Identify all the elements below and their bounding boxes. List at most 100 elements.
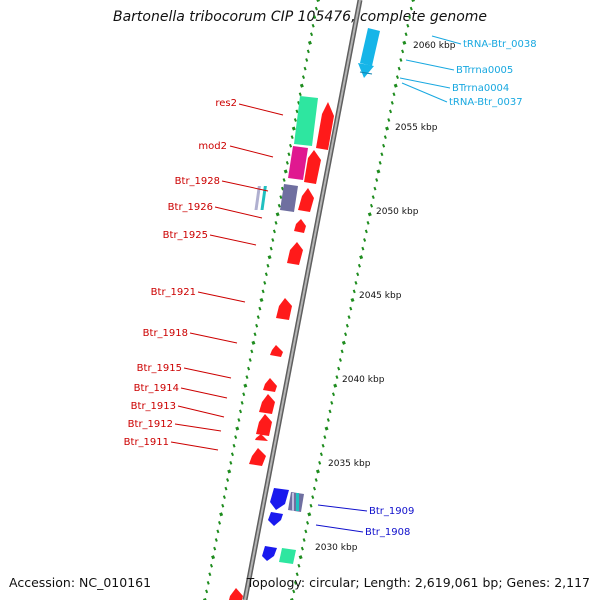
outer-tick <box>295 572 299 577</box>
inner-tick <box>306 49 310 54</box>
outer-tick-ring <box>290 0 415 600</box>
inner-tick <box>298 92 302 97</box>
outer-tick <box>380 152 384 157</box>
inner-tick <box>229 460 233 465</box>
outer-tick <box>319 452 323 457</box>
outer-tick <box>290 597 294 600</box>
btr1913-label: Btr_1913 <box>131 401 176 412</box>
outer-tick <box>399 58 403 62</box>
inner-tick <box>208 572 212 577</box>
inner-tick <box>209 563 213 568</box>
outer-tick <box>404 32 408 37</box>
btr1928-gene <box>254 184 314 212</box>
inner-tick <box>235 426 240 431</box>
outer-tick <box>382 143 386 148</box>
res2-label: res2 <box>215 98 237 109</box>
rrna5-leader <box>405 59 455 71</box>
btr1912-leader <box>174 423 222 432</box>
outer-tick <box>318 460 322 465</box>
mod2-gene <box>288 146 321 184</box>
inner-tick <box>310 32 314 37</box>
outer-tick <box>338 358 342 362</box>
outer-tick <box>330 400 334 405</box>
outer-tick <box>367 212 372 217</box>
btr1912-gene <box>256 414 272 436</box>
btr1926-leader <box>214 206 263 219</box>
outer-tick <box>356 272 360 277</box>
inner-tick <box>243 383 248 388</box>
outer-tick <box>387 118 391 122</box>
btr1918-label: Btr_1918 <box>143 328 188 339</box>
inner-tick <box>272 229 276 234</box>
outer-tick <box>369 203 374 208</box>
rrna5-label: BTrrna0005 <box>456 65 513 76</box>
btr1915-gene <box>263 378 277 392</box>
inner-tick <box>238 409 243 414</box>
mod2-leader <box>229 145 274 158</box>
outer-tick <box>300 546 304 551</box>
ruler-label: 2045 kbp <box>359 291 402 301</box>
btr1911-label: Btr_1911 <box>124 437 169 448</box>
btr1925-gene <box>287 242 303 265</box>
inner-tick <box>211 555 216 560</box>
ruler-label: 2050 kbp <box>376 207 419 217</box>
outer-tick <box>409 6 413 11</box>
inner-tick <box>206 580 210 585</box>
outer-tick <box>406 23 410 28</box>
outer-tick <box>345 323 349 328</box>
inner-tick <box>277 203 281 208</box>
outer-tick <box>363 238 367 242</box>
inner-tick <box>247 366 251 371</box>
btr1908-label: Btr_1908 <box>365 527 410 538</box>
btr1918-gene <box>270 345 283 357</box>
ruler-label: 2030 kbp <box>315 543 358 553</box>
inner-tick <box>290 135 294 140</box>
outer-tick <box>306 520 310 525</box>
inner-tick <box>314 6 318 11</box>
inner-tick <box>291 126 296 131</box>
outer-tick <box>352 289 356 294</box>
outer-tick <box>359 255 364 260</box>
inner-tick <box>227 469 232 474</box>
inner-tick <box>230 452 234 457</box>
trna38-leader <box>431 35 462 45</box>
inner-tick <box>301 75 305 80</box>
outer-tick <box>298 555 303 560</box>
outer-tick <box>292 589 296 594</box>
bottom-blue-gene <box>262 546 277 561</box>
inner-tick <box>266 263 270 268</box>
outer-tick <box>347 315 351 320</box>
outer-tick <box>340 349 344 354</box>
inner-tick <box>250 349 254 354</box>
btr1921-leader <box>197 291 246 303</box>
inner-tick <box>305 58 309 62</box>
outer-tick <box>375 178 379 182</box>
inner-tick <box>205 589 209 594</box>
rrna4-label: BTrrna0004 <box>452 83 509 94</box>
inner-tick <box>214 538 218 542</box>
outer-tick <box>350 297 355 303</box>
ruler-label: 2040 kbp <box>342 375 385 385</box>
outer-tick <box>324 426 329 431</box>
btr1909-leader <box>317 504 368 512</box>
btr1911-leader <box>170 441 219 451</box>
inner-tick <box>226 478 230 482</box>
inner-tick <box>267 255 272 260</box>
outer-tick <box>312 486 316 491</box>
inner-tick <box>261 289 265 294</box>
inner-tick <box>295 109 299 114</box>
btr1925-label: Btr_1925 <box>163 230 208 241</box>
btr1909-gene <box>270 488 304 512</box>
inner-tick <box>311 23 315 28</box>
outer-tick <box>341 340 346 345</box>
inner-tick <box>232 443 236 448</box>
inner-tick <box>240 400 244 405</box>
feature-labels: res2 mod2 Btr_1928 Btr_1926 Btr_1925 Btr_1921… <box>124 39 537 538</box>
btr1921-label: Btr_1921 <box>151 287 196 298</box>
inner-tick <box>234 435 238 440</box>
btr1908-gene <box>268 512 283 526</box>
accession-text: Accession: NC_010161 <box>9 575 152 590</box>
btr1914-label: Btr_1914 <box>134 383 179 394</box>
outer-tick <box>361 246 365 251</box>
